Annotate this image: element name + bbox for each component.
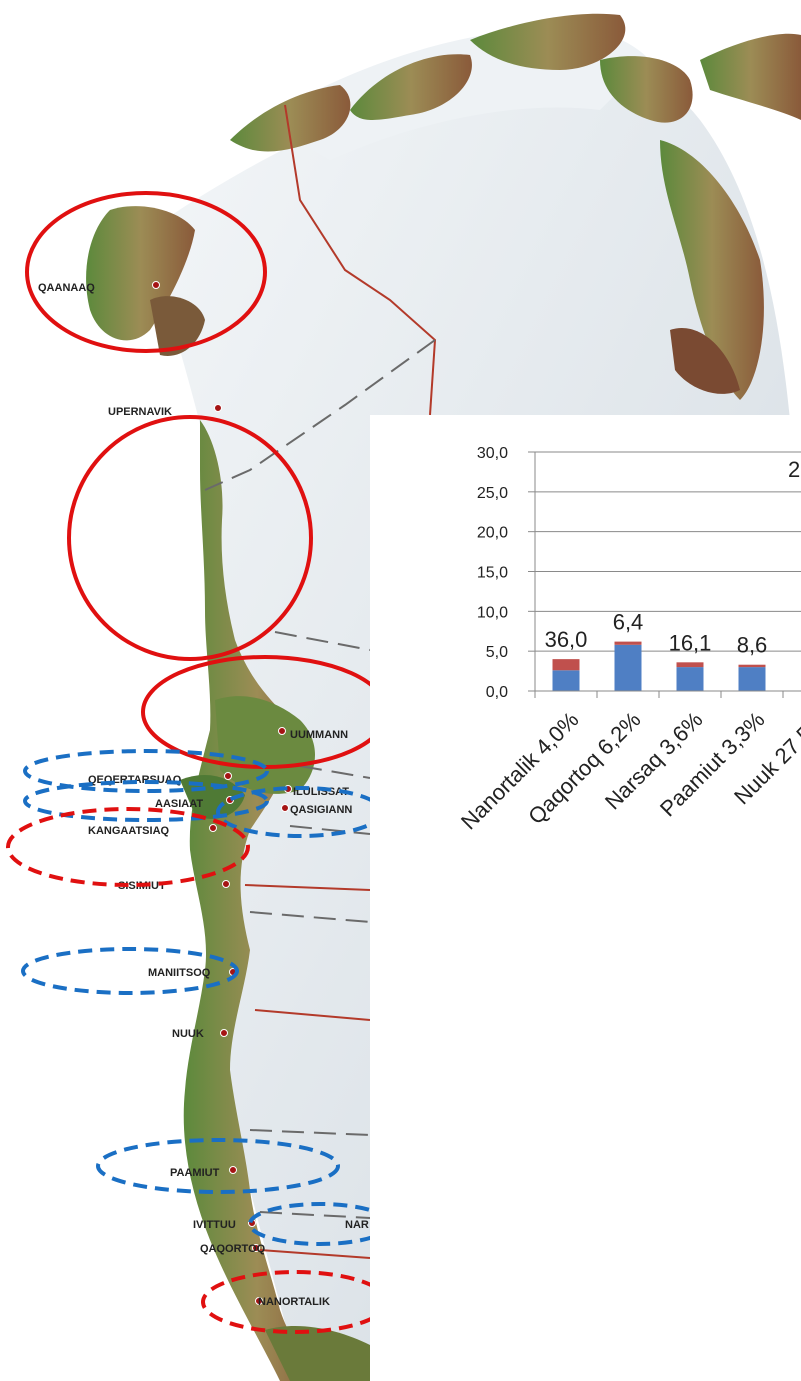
town-label-aasiaat: AASIAAT [155,798,203,810]
marker-qeqertarsuaq [23,749,269,793]
marker-maniitsoq [21,947,239,995]
qaanaaq-land [86,206,205,356]
data-label-0: 36,0 [545,627,588,652]
bar-segment-1-1 [614,641,642,645]
y-tick-label: 30,0 [477,445,508,462]
chart-panel: 0,0 5,0 10,0 15,0 20,0 25,0 30,0 36,0 6,4 16,1 8,6… [370,415,801,1381]
y-tick-label: 10,0 [477,604,508,621]
town-label-kangaatsiaq: KANGAATSIAQ [88,825,170,837]
data-label-3: 8,6 [737,633,768,658]
bar-segment-0-0 [552,670,580,691]
northern-coast [230,13,801,400]
data-label-top: 2 [788,457,800,482]
bar-chart: 0,0 5,0 10,0 15,0 20,0 25,0 30,0 36,0 6,4 16,1 8,6… [456,445,801,834]
bar-segment-3-0 [738,667,766,691]
town-label-nanortalik: NANORTALIK [258,1296,330,1308]
marker-qaanaaq [25,191,267,353]
y-tick-label: 25,0 [477,485,508,502]
town-label-nuuk: NUUK [172,1028,204,1040]
bar-segment-1-0 [614,644,642,691]
data-label-1: 6,4 [613,610,644,635]
town-label-qaanaaq: QAANAAQ [38,282,95,294]
town-label-ivittuut: IVITTUU [193,1219,236,1231]
town-label-paamiut: PAAMIUT [170,1167,220,1179]
town-label-uummannaq: UUMMANN [290,729,348,741]
marker-kangaatsiaq [6,807,250,887]
region-borders [204,104,437,1259]
bar-segment-2-1 [676,662,704,668]
town-label-qasigiannguit: QASIGIANN [290,804,352,816]
bar-segment-3-1 [738,664,766,668]
marker-paamiut [96,1138,340,1194]
y-tick-label: 15,0 [477,565,508,582]
y-tick-label: 5,0 [486,644,508,661]
town-label-qaqortoq: QAQORTOQ [200,1243,266,1255]
town-label-upernavik: UPERNAVIK [108,406,172,418]
marker-aasiaat [23,780,269,822]
y-tick-label: 20,0 [477,525,508,542]
town-label-maniitsoq: MANIITSOQ [148,967,211,979]
y-tick-label: 0,0 [486,684,508,701]
bar-segment-0-1 [552,659,580,671]
marker-upernavik [67,415,313,661]
bar-segment-2-0 [676,667,704,691]
x-category-label-1: Qaqortoq 6,2% [523,707,645,829]
town-label-narsaq: NAR [345,1219,369,1231]
data-label-2: 16,1 [669,630,712,655]
